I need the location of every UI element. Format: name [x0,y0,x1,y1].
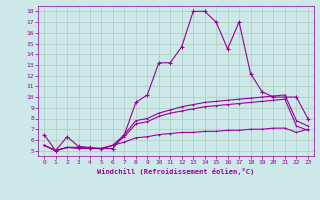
X-axis label: Windchill (Refroidissement éolien,°C): Windchill (Refroidissement éolien,°C) [97,168,255,175]
